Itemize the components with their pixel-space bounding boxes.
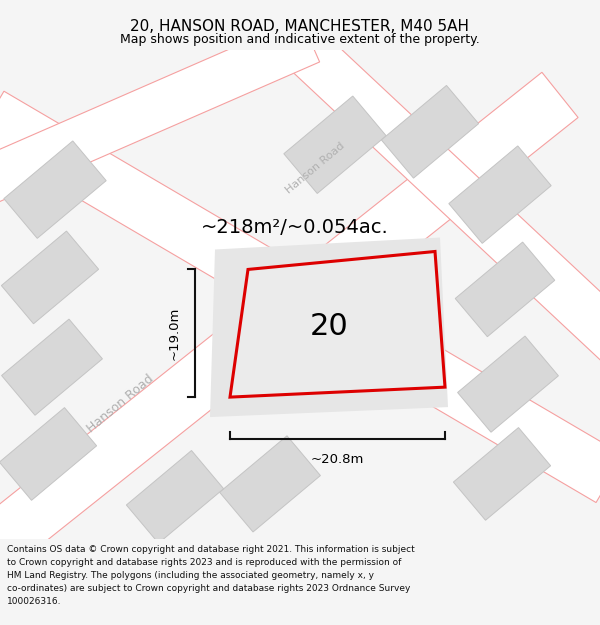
Polygon shape [0, 91, 600, 502]
Polygon shape [210, 238, 448, 417]
Polygon shape [0, 72, 578, 571]
Polygon shape [458, 336, 559, 432]
Text: ~218m²/~0.054ac.: ~218m²/~0.054ac. [201, 218, 389, 237]
Polygon shape [220, 436, 320, 532]
Polygon shape [454, 428, 551, 520]
Text: to Crown copyright and database rights 2023 and is reproduced with the permissio: to Crown copyright and database rights 2… [7, 558, 401, 567]
Polygon shape [0, 408, 97, 501]
Polygon shape [284, 96, 386, 194]
Text: ~20.8m: ~20.8m [310, 453, 364, 466]
Polygon shape [0, 18, 320, 202]
Text: 100026316.: 100026316. [7, 598, 62, 606]
Text: Hanson Road: Hanson Road [84, 372, 156, 436]
Text: 20, HANSON ROAD, MANCHESTER, M40 5AH: 20, HANSON ROAD, MANCHESTER, M40 5AH [131, 19, 470, 34]
Polygon shape [4, 141, 106, 238]
Text: ~19.0m: ~19.0m [168, 307, 181, 360]
Text: 20: 20 [310, 312, 349, 341]
Text: Contains OS data © Crown copyright and database right 2021. This information is : Contains OS data © Crown copyright and d… [7, 545, 415, 554]
Text: co-ordinates) are subject to Crown copyright and database rights 2023 Ordnance S: co-ordinates) are subject to Crown copyr… [7, 584, 410, 593]
Polygon shape [449, 146, 551, 243]
Text: Map shows position and indicative extent of the property.: Map shows position and indicative extent… [120, 34, 480, 46]
Polygon shape [455, 242, 555, 337]
Polygon shape [230, 251, 445, 397]
Polygon shape [1, 231, 98, 324]
Polygon shape [2, 319, 103, 415]
Polygon shape [127, 451, 224, 543]
Text: HM Land Registry. The polygons (including the associated geometry, namely x, y: HM Land Registry. The polygons (includin… [7, 571, 374, 580]
Text: Hanson Road: Hanson Road [284, 140, 346, 195]
Polygon shape [278, 22, 600, 362]
Polygon shape [382, 86, 479, 178]
